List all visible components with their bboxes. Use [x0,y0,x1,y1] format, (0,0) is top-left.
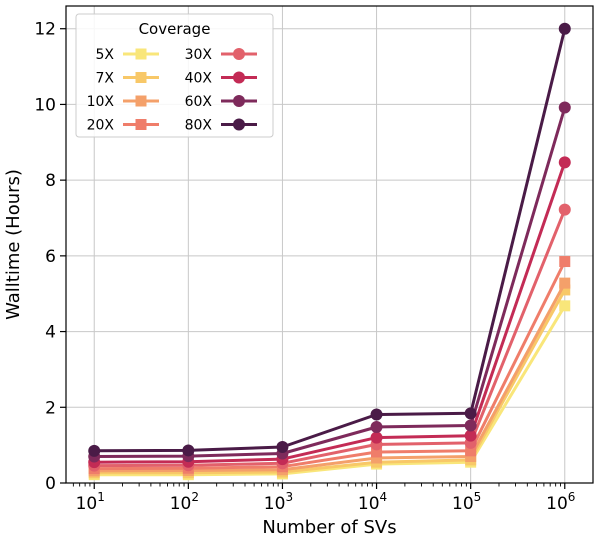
series-layer [88,22,571,481]
legend-label: 40X [185,71,213,87]
x-tick-label: 105 [452,490,481,514]
legend-title: Coverage [139,20,211,38]
legend-label: 7X [96,71,115,87]
legend-label: 30X [185,47,213,63]
series-line [94,209,567,468]
y-tick-label: 0 [45,474,56,494]
data-point [464,429,477,442]
legend-swatch-marker [135,48,147,60]
legend-label: 20X [87,118,115,134]
legend-item-40x: 40X [185,71,257,87]
legend: Coverage 5X 7X 10X 20X 30X 40X 60X 80X [75,13,274,138]
x-tick-label: 103 [264,490,293,514]
x-tick-label: 106 [546,490,575,514]
data-point [559,277,571,289]
data-point [182,444,195,457]
data-point [559,256,571,268]
data-point [559,284,571,296]
data-point [370,408,383,421]
series-line [94,161,567,464]
y-tick-label: 8 [45,171,56,191]
data-point [464,407,477,420]
legend-item-30x: 30X [185,47,257,63]
legend-swatch-marker [135,72,147,83]
series-line [94,107,567,458]
y-tick-label: 6 [45,247,56,267]
data-point [464,419,477,432]
x-tick-label: 102 [170,490,199,514]
legend-swatch-marker [233,118,245,131]
data-point [558,203,571,216]
data-point [370,431,383,444]
x-tick-label: 101 [76,490,105,514]
series-80x [88,22,571,457]
legend-label: 60X [185,94,213,110]
legend-item-20x: 20X [87,118,159,134]
plot-frame [65,5,594,484]
legend-item-7x: 7X [96,71,159,87]
data-point [276,441,289,454]
legend-label: 80X [185,118,213,134]
legend-swatch-marker [233,48,245,60]
y-tick-label: 12 [34,20,56,40]
y-tick-label: 2 [45,398,56,418]
legend-item-80x: 80X [185,118,257,134]
x-axis: 101 102 103 104 105 106 [72,483,575,514]
y-axis-title: Walltime (Hours) [3,169,24,320]
y-tick-label: 10 [34,95,56,115]
data-point [558,101,571,114]
series-line [94,289,567,475]
x-axis-title: Number of SVs [262,517,396,538]
legend-label: 5X [96,47,115,63]
legend-item-5x: 5X [96,47,159,63]
data-point [371,452,383,464]
y-tick-label: 4 [45,323,56,343]
x-tick-label: 104 [358,490,387,514]
series-40x [88,156,571,469]
legend-box [75,13,274,138]
series-line [94,282,567,473]
legend-swatch-marker [135,95,147,107]
series-line [94,305,567,477]
series-line [94,28,567,453]
data-point [559,300,571,312]
data-point [465,451,477,462]
data-point [88,444,101,457]
y-axis: 0 2 4 6 8 10 12 [34,20,66,494]
legend-label: 10X [87,94,115,110]
data-point [370,420,383,433]
data-point [558,156,571,169]
legend-item-60x: 60X [185,94,257,110]
data-point [371,446,383,458]
data-point [465,445,477,457]
legend-swatch-marker [233,95,245,107]
legend-swatch-marker [135,119,147,130]
series-line [94,260,567,471]
legend-item-10x: 10X [87,94,159,110]
legend-swatch-marker [233,71,245,84]
data-point [558,22,571,35]
